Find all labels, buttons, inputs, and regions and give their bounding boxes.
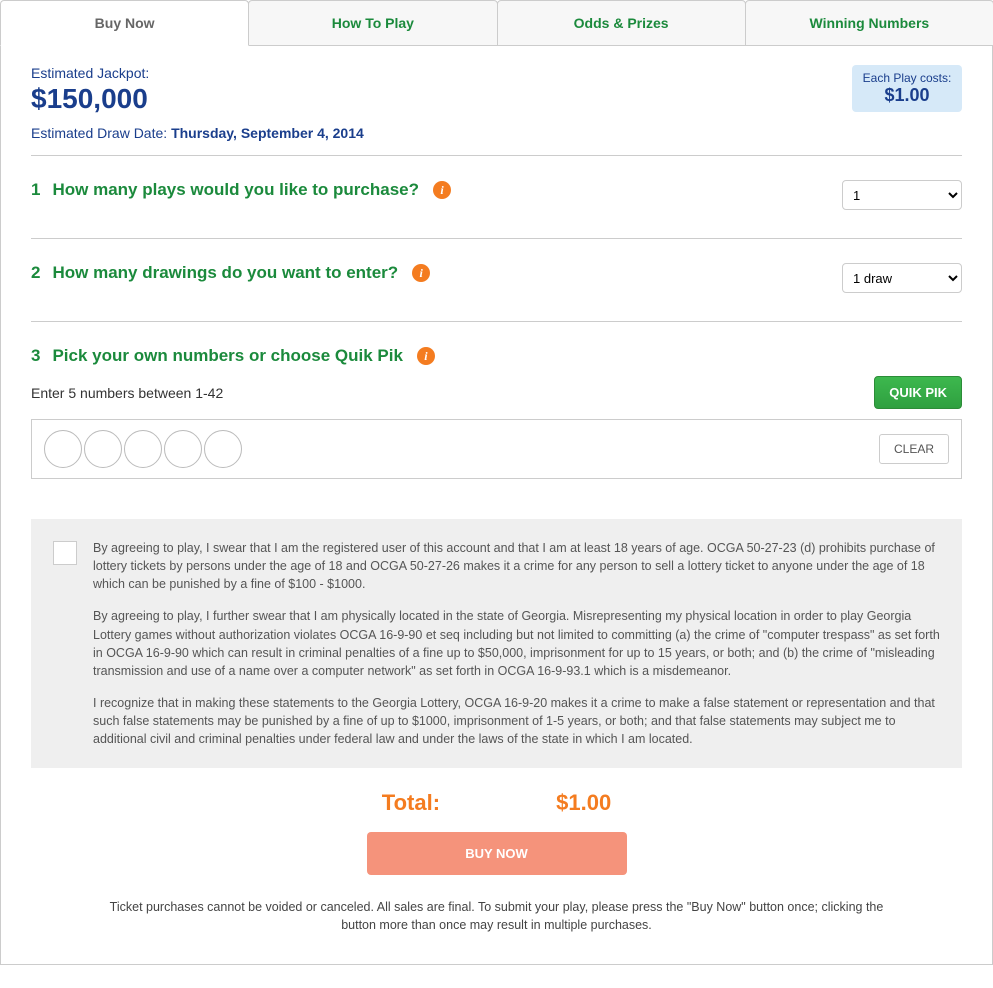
terms-paragraph-2: By agreeing to play, I further swear tha… [93, 607, 940, 680]
tab-buy-now[interactable]: Buy Now [0, 0, 249, 46]
disclaimer-text: Ticket purchases cannot be voided or can… [31, 899, 962, 934]
cost-label: Each Play costs: [862, 71, 952, 85]
jackpot-label: Estimated Jackpot: [31, 65, 364, 81]
number-slot-3[interactable] [124, 430, 162, 468]
step-2-title: 2 How many drawings do you want to enter… [31, 263, 430, 283]
jackpot-block: Estimated Jackpot: $150,000 Estimated Dr… [31, 65, 364, 141]
number-circles [44, 430, 242, 468]
terms-paragraph-3: I recognize that in making these stateme… [93, 694, 940, 748]
number-slot-5[interactable] [204, 430, 242, 468]
step-2-number: 2 [31, 263, 40, 283]
step-3-number: 3 [31, 346, 40, 366]
number-slot-4[interactable] [164, 430, 202, 468]
buy-now-button[interactable]: BUY NOW [367, 832, 627, 875]
step-3-instruction-row: Enter 5 numbers between 1-42 QUIK PIK [31, 376, 962, 409]
terms-paragraph-1: By agreeing to play, I swear that I am t… [93, 539, 940, 593]
cost-value: $1.00 [862, 85, 952, 106]
tab-odds-prizes[interactable]: Odds & Prizes [497, 0, 746, 46]
number-slot-1[interactable] [44, 430, 82, 468]
step-2-text: How many drawings do you want to enter? [52, 263, 398, 283]
number-slot-2[interactable] [84, 430, 122, 468]
total-value: $1.00 [556, 790, 611, 815]
draw-date: Estimated Draw Date: Thursday, September… [31, 125, 364, 141]
step-1-title: 1 How many plays would you like to purch… [31, 180, 451, 200]
plays-select[interactable]: 1 [842, 180, 962, 210]
draw-date-value: Thursday, September 4, 2014 [171, 125, 364, 141]
step-1-number: 1 [31, 180, 40, 200]
cost-box: Each Play costs: $1.00 [852, 65, 962, 112]
terms-text: By agreeing to play, I swear that I am t… [93, 539, 940, 748]
step-3-section: 3 Pick your own numbers or choose Quik P… [31, 321, 962, 489]
step-3-instruction: Enter 5 numbers between 1-42 [31, 385, 223, 401]
info-icon[interactable]: i [417, 347, 435, 365]
jackpot-amount: $150,000 [31, 83, 364, 115]
clear-button[interactable]: CLEAR [879, 434, 949, 464]
tab-winning-numbers[interactable]: Winning Numbers [745, 0, 993, 46]
info-icon[interactable]: i [412, 264, 430, 282]
tab-how-to-play[interactable]: How To Play [248, 0, 497, 46]
step-1-text: How many plays would you like to purchas… [52, 180, 419, 200]
content-panel: Estimated Jackpot: $150,000 Estimated Dr… [0, 45, 993, 965]
quik-pik-button[interactable]: QUIK PIK [874, 376, 962, 409]
drawings-select[interactable]: 1 draw [842, 263, 962, 293]
total-row: Total: $1.00 [31, 790, 962, 816]
header-row: Estimated Jackpot: $150,000 Estimated Dr… [31, 65, 962, 141]
draw-date-label: Estimated Draw Date: [31, 125, 171, 141]
total-label: Total: [382, 790, 440, 815]
step-2-section: 2 How many drawings do you want to enter… [31, 238, 962, 321]
step-1-section: 1 How many plays would you like to purch… [31, 155, 962, 238]
terms-checkbox[interactable] [53, 541, 77, 565]
step-3-text: Pick your own numbers or choose Quik Pik [52, 346, 402, 366]
number-entry-row: CLEAR [31, 419, 962, 479]
step-3-title: 3 Pick your own numbers or choose Quik P… [31, 346, 962, 366]
tabs-bar: Buy Now How To Play Odds & Prizes Winnin… [0, 0, 993, 46]
info-icon[interactable]: i [433, 181, 451, 199]
terms-box: By agreeing to play, I swear that I am t… [31, 519, 962, 768]
